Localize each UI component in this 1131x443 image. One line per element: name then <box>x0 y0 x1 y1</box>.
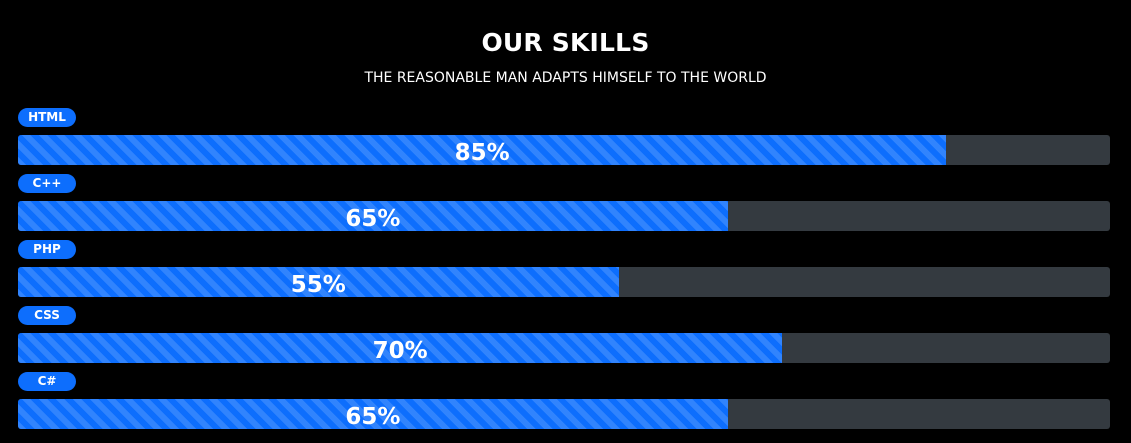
progress-percent-label: 70% <box>372 338 428 363</box>
skill-name-badge: HTML <box>18 108 76 127</box>
progress-bar: 65% <box>18 399 728 429</box>
skill-item-html: HTML 85% <box>18 108 1110 174</box>
skill-item-css: CSS 70% <box>18 306 1110 372</box>
progress-track: 70% <box>18 333 1110 363</box>
progress-track: 65% <box>18 399 1110 429</box>
progress-track: 85% <box>18 135 1110 165</box>
progress-percent-label: 65% <box>345 206 401 231</box>
skill-name-badge: C++ <box>18 174 76 193</box>
skill-name-badge: CSS <box>18 306 76 325</box>
progress-bar: 65% <box>18 201 728 231</box>
skill-item-csharp: C# 65% <box>18 372 1110 438</box>
progress-bar: 70% <box>18 333 783 363</box>
skill-item-cpp: C++ 65% <box>18 174 1110 240</box>
section-subtitle: THE REASONABLE MAN ADAPTS HIMSELF TO THE… <box>364 70 767 86</box>
skill-name-badge: C# <box>18 372 76 391</box>
progress-percent-label: 85% <box>454 140 510 165</box>
progress-percent-label: 65% <box>345 404 401 429</box>
progress-track: 55% <box>18 267 1110 297</box>
progress-track: 65% <box>18 201 1110 231</box>
skills-list: HTML 85% C++ 65% PHP 55% <box>18 108 1110 438</box>
skill-item-php: PHP 55% <box>18 240 1110 306</box>
progress-bar: 55% <box>18 267 619 297</box>
section-title: OUR SKILLS <box>481 28 650 57</box>
skill-name-badge: PHP <box>18 240 76 259</box>
progress-percent-label: 55% <box>290 272 346 297</box>
progress-bar: 85% <box>18 135 947 165</box>
